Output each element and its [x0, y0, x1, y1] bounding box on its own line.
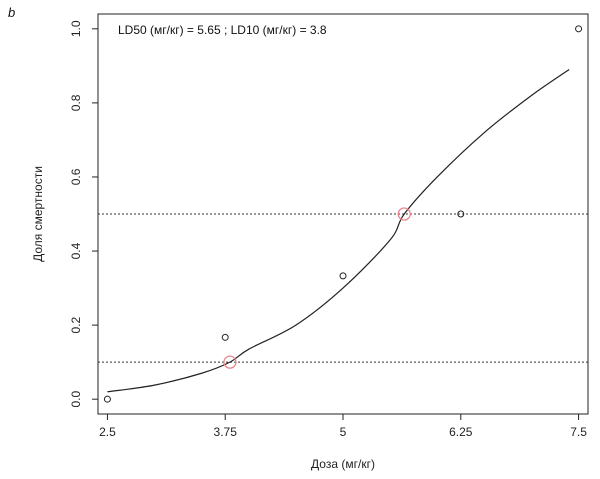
y-axis: 0.0 0.2 0.4 0.6 0.8 1.0 — [69, 20, 98, 408]
data-point-0 — [103, 395, 111, 403]
ld-annotation: LD50 (мг/кг) = 5.65 ; LD10 (мг/кг) = 3.8 — [118, 23, 327, 37]
highlight-ld10 — [223, 355, 237, 369]
x-tick-label-4: 7.5 — [570, 425, 587, 439]
y-tick-label-2: 0.4 — [69, 242, 83, 259]
y-tick-label-4: 0.8 — [69, 94, 83, 111]
highlighted-points — [223, 207, 411, 369]
data-point-2 — [339, 272, 347, 280]
x-tick-label-2: 5 — [340, 425, 347, 439]
data-points — [103, 25, 583, 403]
fitted-curve — [107, 69, 570, 393]
y-tick-label-0: 0.0 — [69, 391, 83, 408]
y-tick-label-5: 1.0 — [69, 20, 83, 37]
data-point-3 — [457, 210, 465, 218]
y-axis-title: Доля смертности — [31, 166, 45, 262]
y-tick-label-3: 0.6 — [69, 168, 83, 185]
x-axis-title: Доза (мг/кг) — [311, 457, 375, 471]
data-point-4 — [575, 25, 583, 33]
panel-label: b — [8, 5, 15, 20]
y-tick-label-1: 0.2 — [69, 316, 83, 333]
reference-lines — [98, 213, 588, 363]
x-axis: 2.5 3.75 5 6.25 7.5 — [99, 414, 587, 439]
x-tick-label-0: 2.5 — [99, 425, 116, 439]
data-point-1 — [221, 333, 229, 341]
x-tick-label-1: 3.75 — [214, 425, 238, 439]
x-tick-label-3: 6.25 — [449, 425, 473, 439]
highlight-ld50 — [397, 207, 411, 221]
